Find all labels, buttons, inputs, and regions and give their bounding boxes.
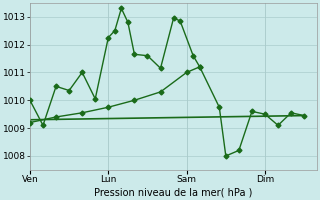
X-axis label: Pression niveau de la mer( hPa ): Pression niveau de la mer( hPa ) xyxy=(94,187,253,197)
